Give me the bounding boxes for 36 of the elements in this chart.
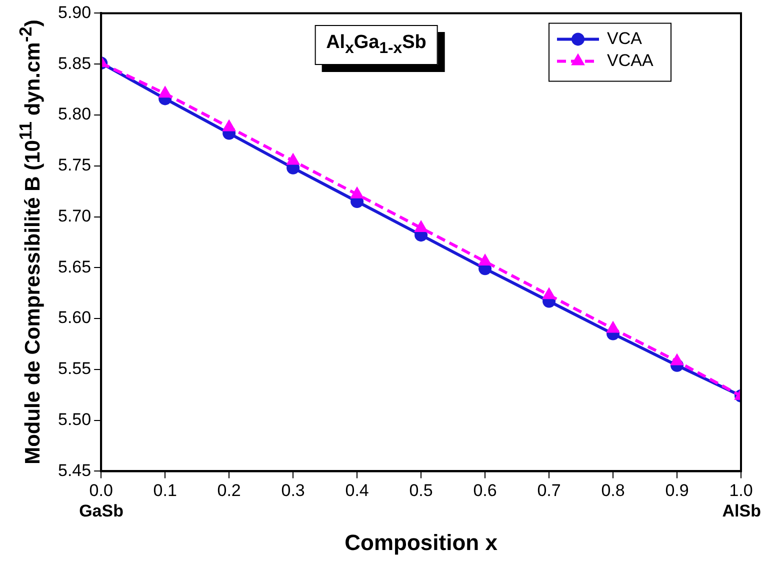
point — [415, 221, 427, 232]
legend-label: VCA — [607, 28, 643, 48]
x-tick-label: 0.3 — [281, 481, 305, 500]
x-tick-label: 0.4 — [345, 481, 369, 500]
legend-label: VCAA — [607, 50, 654, 70]
point — [671, 354, 683, 366]
text: AlSb — [722, 501, 761, 520]
text: GaSb — [79, 501, 124, 520]
y-tick-label: 5.55 — [58, 359, 92, 378]
x-tick-label: 0.0 — [89, 481, 113, 500]
x-tick-label: 1.0 — [729, 481, 753, 500]
x-tick-label: 0.9 — [665, 481, 689, 500]
x-tick-label: 0.6 — [473, 481, 497, 500]
point — [607, 322, 619, 333]
y-tick-label: 5.60 — [58, 308, 92, 328]
point — [287, 154, 299, 165]
y-tick-label: 5.50 — [58, 410, 92, 429]
x-axis-title: Composition x — [344, 530, 498, 555]
text: Al$_{x}$Ga$_{1-x}$Sb — [315, 25, 438, 65]
y-tick-label: 5.45 — [58, 460, 92, 480]
point — [159, 87, 171, 98]
point — [351, 188, 363, 198]
y-tick-label: 5.70 — [58, 206, 92, 226]
point — [223, 120, 235, 132]
x-tick-label: 0.5 — [409, 481, 433, 500]
y-tick-label: 5.80 — [58, 104, 92, 124]
y-tick-label: 5.75 — [58, 156, 92, 175]
point — [479, 255, 491, 266]
x-tick-label: 0.8 — [601, 481, 625, 500]
y-tick-label: 5.90 — [58, 2, 92, 22]
y-tick-label: 5.65 — [58, 257, 92, 276]
x-tick-label: 0.7 — [537, 481, 561, 500]
y-tick-label: 5.85 — [58, 54, 92, 73]
x-tick-label: 0.2 — [217, 481, 241, 500]
x-tick-label: 0.1 — [153, 481, 177, 500]
point — [543, 288, 555, 300]
